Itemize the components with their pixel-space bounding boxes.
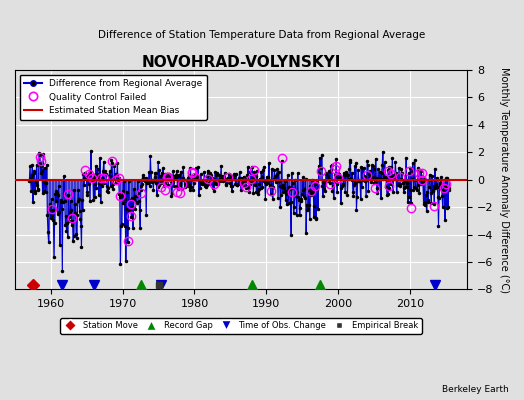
Y-axis label: Monthly Temperature Anomaly Difference (°C): Monthly Temperature Anomaly Difference (… — [499, 67, 509, 293]
Title: NOVOHRAD-VOLYNSKYI: NOVOHRAD-VOLYNSKYI — [141, 55, 341, 70]
Text: Berkeley Earth: Berkeley Earth — [442, 385, 508, 394]
Legend: Station Move, Record Gap, Time of Obs. Change, Empirical Break: Station Move, Record Gap, Time of Obs. C… — [60, 318, 422, 334]
Text: Difference of Station Temperature Data from Regional Average: Difference of Station Temperature Data f… — [99, 30, 425, 40]
